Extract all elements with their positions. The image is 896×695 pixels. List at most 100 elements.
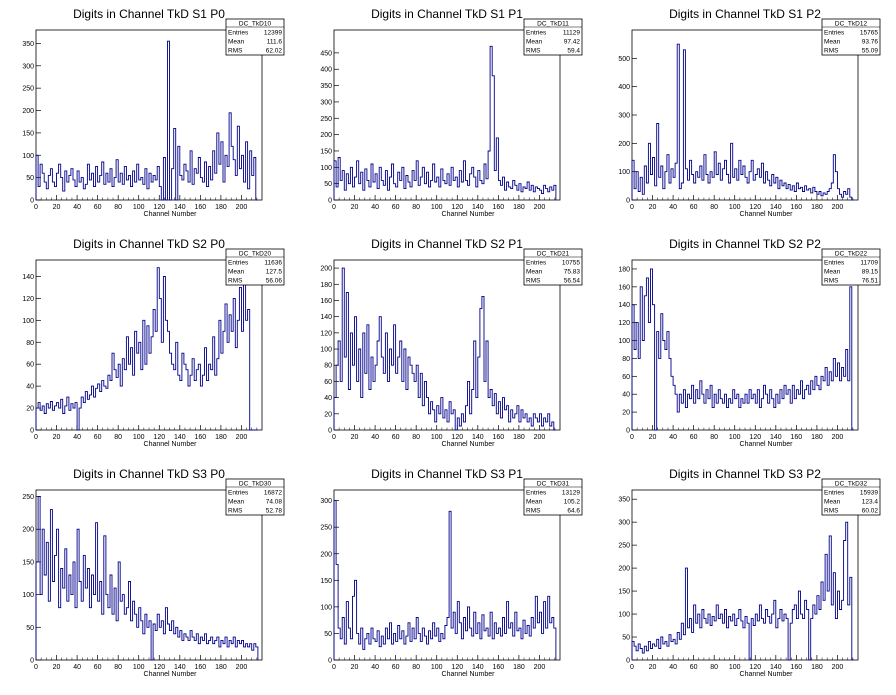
stats-label-entries: Entries — [228, 490, 249, 497]
x-tick-label: 180 — [513, 664, 525, 671]
stats-box — [821, 478, 881, 516]
y-tick-label: 60 — [324, 379, 332, 386]
x-tick-label: 160 — [195, 664, 207, 671]
x-tick-label: 80 — [114, 434, 122, 441]
stats-value-mean: 97.42 — [564, 39, 581, 46]
histogram-panel-p21: Digits in Channel TkD S2 P1 0 20 40 60 80 100 1… — [320, 237, 583, 448]
x-tick-label: 120 — [451, 664, 463, 671]
x-tick-label: 100 — [729, 204, 741, 211]
y-tick-label: 150 — [320, 578, 332, 585]
y-tick-label: 160 — [618, 284, 630, 291]
y-tick-label: 100 — [22, 318, 34, 325]
x-tick-label: 0 — [34, 204, 38, 211]
x-tick-label: 120 — [749, 434, 761, 441]
y-tick-label: 250 — [618, 543, 630, 550]
x-tick-label: 60 — [690, 434, 698, 441]
y-tick-label: 80 — [622, 356, 630, 363]
x-tick-label: 100 — [431, 434, 443, 441]
x-tick-label: 180 — [811, 204, 823, 211]
x-tick-label: 140 — [770, 204, 782, 211]
stats-label-rms: RMS — [824, 278, 839, 285]
stats-value-mean: 75.83 — [564, 269, 581, 276]
y-tick-label: 100 — [320, 604, 332, 611]
x-tick-label: 60 — [392, 204, 400, 211]
x-tick-label: 140 — [770, 664, 782, 671]
stats-name: DC_TkD31 — [537, 481, 570, 488]
histogram-series-line — [333, 45, 557, 200]
y-tick-label: 0 — [30, 428, 34, 435]
x-tick-label: 60 — [690, 204, 698, 211]
y-tick-label: 120 — [22, 296, 34, 303]
stats-label-rms: RMS — [228, 48, 243, 55]
x-tick-label: 160 — [791, 664, 803, 671]
x-tick-label: 0 — [34, 664, 38, 671]
y-tick-label: 250 — [320, 525, 332, 532]
y-tick-label: 350 — [22, 41, 34, 48]
x-tick-label: 40 — [371, 204, 379, 211]
y-tick-label: 180 — [618, 266, 630, 273]
x-tick-label: 200 — [832, 664, 844, 671]
x-tick-label: 160 — [791, 434, 803, 441]
x-axis-label: Channel Number — [442, 211, 496, 218]
x-tick-label: 0 — [630, 204, 634, 211]
x-tick-label: 0 — [332, 664, 336, 671]
x-tick-label: 160 — [195, 434, 207, 441]
x-tick-label: 160 — [493, 434, 505, 441]
y-tick-label: 200 — [22, 108, 34, 115]
stats-value-rms: 62.02 — [266, 48, 283, 55]
y-tick-label: 140 — [320, 314, 332, 321]
x-tick-label: 60 — [392, 434, 400, 441]
histogram-panel-p31: Digits in Channel TkD S3 P1 0 20 40 60 80 100 1… — [320, 467, 583, 678]
panel-title: Digits in Channel TkD S3 P0 — [73, 467, 225, 481]
x-tick-label: 140 — [174, 204, 186, 211]
stats-box — [523, 478, 583, 516]
y-tick-label: 140 — [22, 274, 34, 281]
x-tick-label: 80 — [412, 434, 420, 441]
x-tick-label: 180 — [513, 434, 525, 441]
stats-box — [225, 248, 285, 286]
x-tick-label: 120 — [153, 434, 165, 441]
histogram-panel-p10: Digits in Channel TkD S1 P0 0 20 40 60 80 100 1… — [22, 7, 285, 218]
x-tick-label: 60 — [94, 434, 102, 441]
stats-value-entries: 12399 — [264, 30, 282, 37]
histogram-panel-p20: Digits in Channel TkD S2 P0 0 20 40 60 80 100 1… — [22, 237, 285, 448]
stats-label-mean: Mean — [526, 39, 543, 46]
y-tick-label: 80 — [26, 340, 34, 347]
y-tick-label: 250 — [22, 86, 34, 93]
stats-value-rms: 52.78 — [266, 508, 283, 515]
x-tick-label: 180 — [513, 204, 525, 211]
x-tick-label: 100 — [133, 664, 145, 671]
x-tick-label: 0 — [332, 434, 336, 441]
y-tick-label: 100 — [618, 338, 630, 345]
y-tick-label: 300 — [618, 520, 630, 527]
stats-label-mean: Mean — [228, 499, 245, 506]
x-tick-label: 20 — [351, 204, 359, 211]
stats-value-entries: 11636 — [264, 260, 282, 267]
panel-title: Digits in Channel TkD S2 P1 — [371, 237, 523, 251]
histogram-panel-p11: Digits in Channel TkD S1 P1 0 20 40 60 80 100 1… — [320, 7, 583, 218]
y-tick-label: 180 — [320, 282, 332, 289]
y-tick-label: 50 — [26, 625, 34, 632]
stats-label-entries: Entries — [526, 30, 547, 37]
stats-name: DC_TkD30 — [239, 481, 272, 488]
x-tick-label: 0 — [332, 204, 336, 211]
x-tick-label: 160 — [195, 204, 207, 211]
y-tick-label: 150 — [320, 148, 332, 155]
y-tick-label: 100 — [320, 347, 332, 354]
panel-title: Digits in Channel TkD S1 P1 — [371, 7, 523, 21]
x-tick-label: 100 — [431, 204, 443, 211]
histogram-series-line — [631, 43, 854, 201]
x-tick-label: 0 — [630, 434, 634, 441]
x-tick-label: 40 — [73, 434, 81, 441]
stats-box — [523, 18, 583, 56]
stats-name: DC_TkD32 — [835, 481, 868, 488]
x-tick-label: 180 — [811, 434, 823, 441]
y-tick-label: 50 — [324, 181, 332, 188]
x-tick-label: 20 — [53, 664, 61, 671]
stats-value-mean: 89.15 — [862, 269, 879, 276]
x-tick-label: 120 — [451, 204, 463, 211]
x-tick-label: 60 — [94, 204, 102, 211]
plot-frame — [631, 489, 859, 661]
stats-label-rms: RMS — [824, 508, 839, 515]
stats-value-mean: 127.5 — [266, 269, 283, 276]
